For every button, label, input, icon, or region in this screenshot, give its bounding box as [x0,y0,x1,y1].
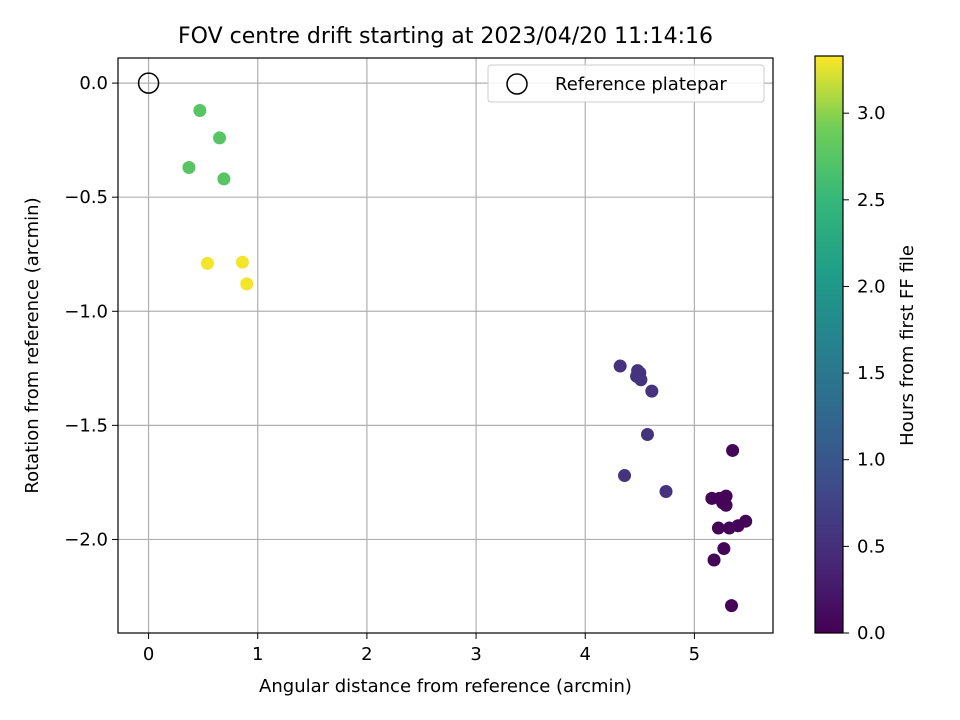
colorbar-tick-label: 1.5 [857,363,886,384]
legend-label: Reference platepar [555,74,727,95]
y-tick-label: −1.0 [64,301,108,322]
colorbar-tick-label: 2.5 [857,190,886,211]
colorbar-tick-label: 0.5 [857,536,886,557]
data-point [618,469,632,483]
data-point [217,172,231,186]
data-point [634,373,648,387]
x-tick-label: 1 [252,644,263,665]
data-point [645,384,659,398]
data-point [717,542,731,556]
data-point [240,277,254,291]
data-point [725,599,739,613]
reference-platepar-marker [137,72,160,94]
data-point [613,359,627,373]
data-point [201,256,215,270]
data-point [235,255,249,269]
chart-title: FOV centre drift starting at 2023/04/20 … [178,24,713,49]
colorbar-tick-label: 1.0 [857,450,886,471]
x-tick-label: 3 [470,644,481,665]
y-tick-label: −1.5 [64,415,108,436]
y-axis-label: Rotation from reference (arcmin) [22,197,43,493]
data-point [193,103,207,117]
data-point [640,427,654,441]
y-axis-ticks: 0.0 −0.5 −1.0 −1.5 −2.0 [64,73,118,550]
data-point [711,521,725,535]
x-tick-label: 5 [689,644,700,665]
y-tick-label: −2.0 [64,529,108,550]
data-point [659,485,673,499]
colorbar [814,55,844,634]
legend-marker [506,73,528,95]
x-tick-label: 2 [361,644,372,665]
y-tick-label: −0.5 [64,187,108,208]
x-axis-ticks: 0 1 2 3 4 5 [143,633,700,665]
colorbar-tick-label: 3.0 [857,103,886,124]
colorbar-label: Hours from first FF file [897,245,918,446]
x-axis-label: Angular distance from reference (arcmin) [259,676,632,697]
data-point [182,161,196,175]
x-tick-label: 4 [580,644,591,665]
data-point [707,553,721,567]
colorbar-tick-label: 0.0 [857,623,886,644]
y-tick-label: 0.0 [79,73,108,94]
data-point [719,498,733,512]
grid-lines [118,58,773,633]
colorbar-ticks: 0.0 0.5 1.0 1.5 2.0 2.5 3.0 [843,103,886,644]
data-point [726,443,740,457]
data-point [213,131,227,145]
x-tick-label: 0 [143,644,154,665]
data-points [182,103,753,613]
legend-box [487,64,765,103]
legend: Reference platepar [487,64,765,103]
colorbar-tick-label: 2.0 [857,276,886,297]
data-point [739,514,753,528]
plot-frame [117,57,774,634]
